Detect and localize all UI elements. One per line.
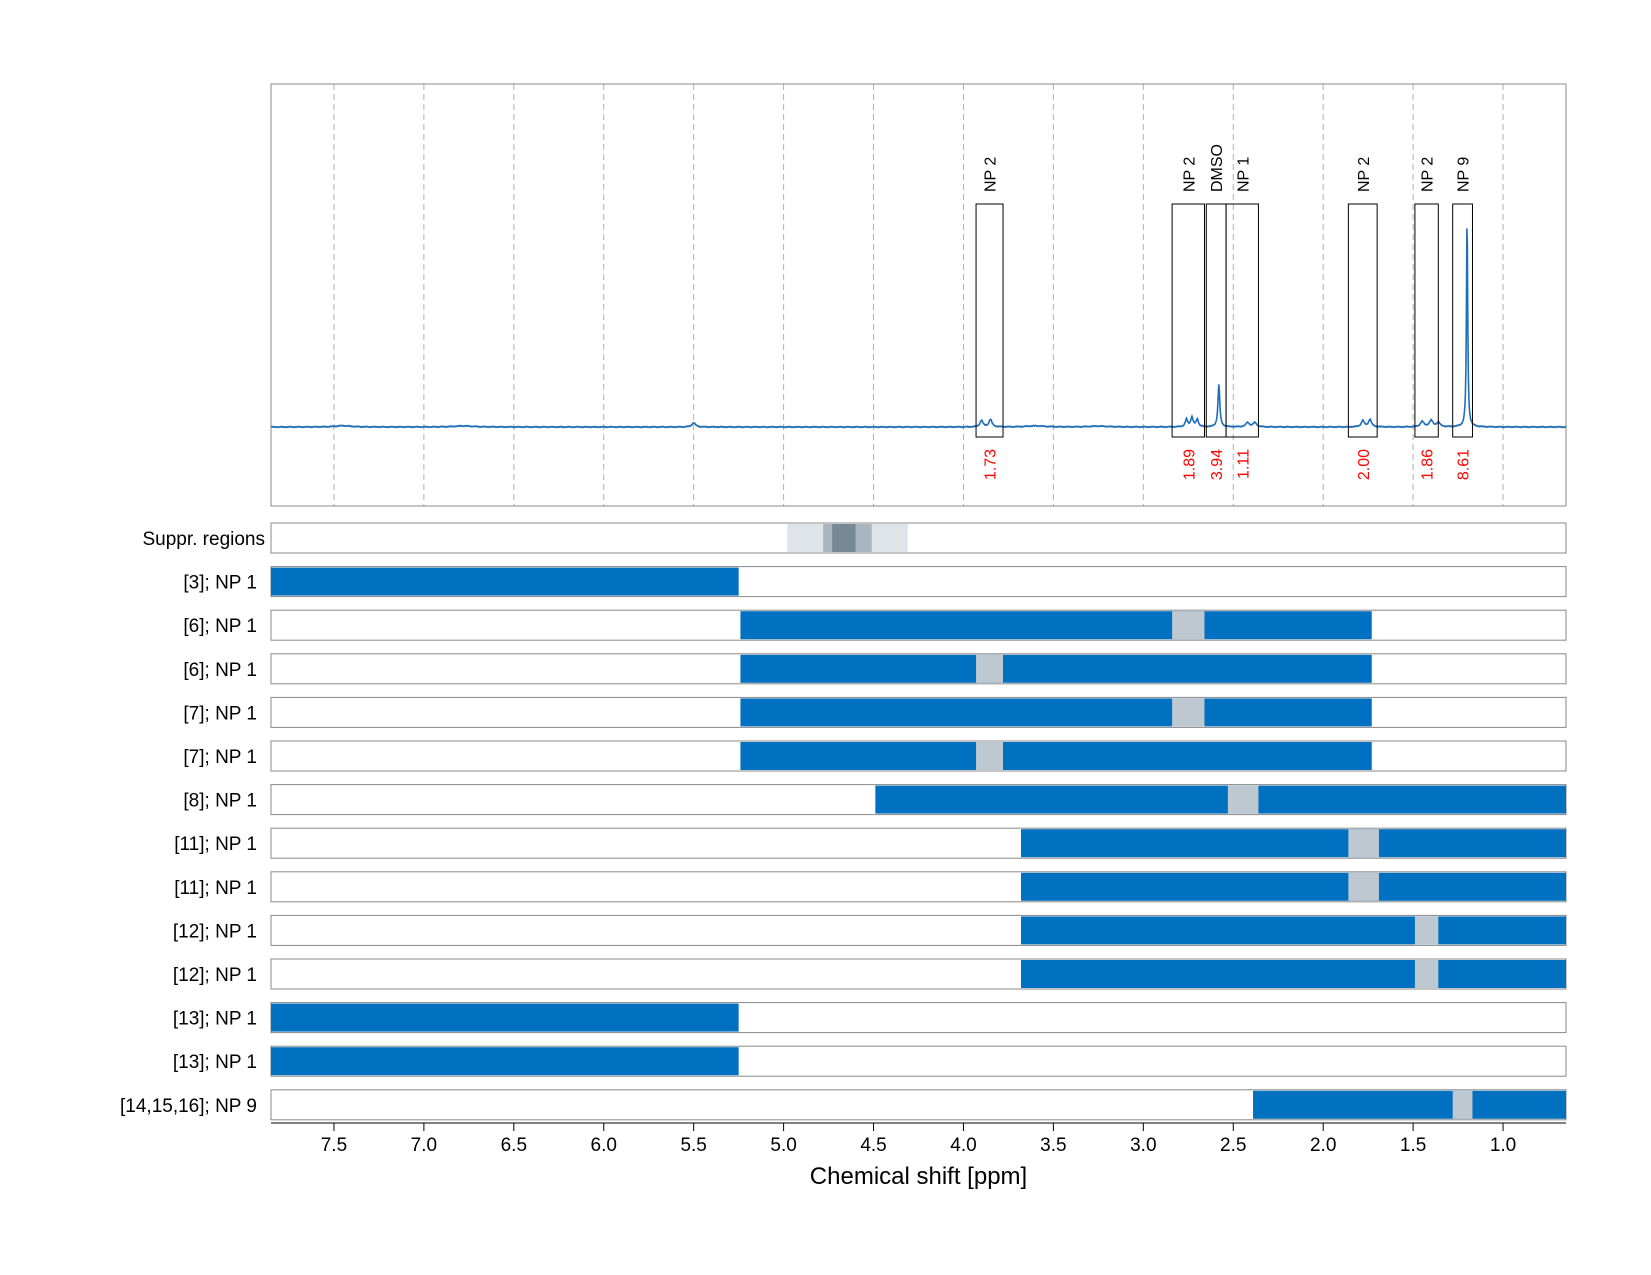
peak-region-box <box>1205 203 1227 438</box>
range-excluded-gap <box>1172 611 1205 640</box>
range-bar <box>271 1003 739 1032</box>
range-excluded-gap <box>1452 1090 1473 1119</box>
peak-region-box <box>1414 203 1439 438</box>
x-tick-label: 7.0 <box>411 1135 437 1156</box>
range-excluded-gap <box>1172 698 1205 727</box>
peak-region-box <box>1171 203 1205 438</box>
peak-integral-label: 3.94 <box>1209 449 1226 480</box>
suppr-band <box>832 524 856 552</box>
peak-region-label: NP 2 <box>1356 157 1373 192</box>
peak-integral-label: 8.61 <box>1456 449 1473 480</box>
x-tick-label: 4.5 <box>860 1135 886 1156</box>
range-bar <box>1021 829 1566 858</box>
peak-region-box <box>1225 203 1259 438</box>
range-track-label: [13]; NP 1 <box>173 1009 257 1030</box>
range-excluded-gap <box>1414 916 1439 945</box>
range-track-label: [11]; NP 1 <box>174 834 257 855</box>
suppr-regions-label: Suppr. regions <box>142 529 265 550</box>
peak-regions: NP 2 1.73 NP 2 1.89 DMSO 3.94 NP 1 1.11 NP 2 2.00… <box>975 144 1473 480</box>
peak-region-label: NP 2 <box>1181 157 1198 192</box>
range-track-label: [6]; NP 1 <box>183 660 257 681</box>
range-bar <box>740 698 1372 727</box>
peak-region-label: NP 2 <box>983 157 1000 192</box>
x-tick-label: 4.0 <box>950 1135 976 1156</box>
range-track-label: [7]; NP 1 <box>183 747 257 768</box>
range-track-label: [12]; NP 1 <box>173 965 257 986</box>
range-excluded-gap <box>976 742 1004 770</box>
peak-integral-label: 1.11 <box>1235 449 1252 479</box>
range-track-label: [8]; NP 1 <box>183 791 257 812</box>
range-track-label: [7]; NP 1 <box>183 703 257 724</box>
peak-region-box <box>975 203 1004 438</box>
range-track-label: [13]; NP 1 <box>173 1052 257 1073</box>
x-tick-label: 7.5 <box>321 1135 347 1156</box>
peak-region-label: NP 1 <box>1235 157 1252 192</box>
x-tick-label: 2.0 <box>1310 1135 1336 1156</box>
peak-region-label: NP 2 <box>1420 157 1437 192</box>
range-bar <box>271 567 739 596</box>
peak-integral-label: 1.89 <box>1181 449 1198 480</box>
spectrum-frame <box>270 83 1567 507</box>
x-axis-label: Chemical shift [ppm] <box>810 1163 1027 1190</box>
range-excluded-gap <box>976 654 1004 683</box>
range-bar <box>1021 872 1566 901</box>
spectrum-layer <box>270 228 1567 429</box>
x-tick-label: 5.5 <box>680 1135 706 1156</box>
x-tick-label: 1.0 <box>1490 1135 1516 1156</box>
x-axis: 7.5 7.0 6.5 6.0 5.5 5.0 4.5 4.0 3.5 3.0 2.5 2.0 1.5 1… <box>271 1122 1566 1156</box>
range-bar <box>1021 960 1566 988</box>
range-bar <box>740 654 1372 683</box>
x-tick-label: 3.0 <box>1130 1135 1156 1156</box>
range-bar <box>1253 1090 1566 1119</box>
x-tick-label: 1.5 <box>1400 1135 1426 1156</box>
peak-integral-label: 1.86 <box>1420 449 1437 480</box>
peak-region-label: DMSO <box>1209 144 1226 192</box>
range-track-label: [14,15,16]; NP 9 <box>120 1096 257 1117</box>
range-excluded-gap <box>1348 829 1379 858</box>
range-bar <box>740 611 1372 640</box>
x-tick-label: 6.5 <box>501 1135 527 1156</box>
range-tracks: [3]; NP 1 [6]; NP 1 [6]; NP 1 [7]; NP 1 [7];… <box>120 566 1567 1121</box>
range-excluded-gap <box>1348 872 1379 901</box>
range-track-label: [3]; NP 1 <box>183 573 257 594</box>
peak-integral-label: 1.73 <box>983 449 1000 480</box>
range-bar <box>1021 916 1566 945</box>
x-tick-label: 6.0 <box>591 1135 617 1156</box>
range-excluded-gap <box>1414 960 1439 988</box>
grid-lines <box>333 84 1504 506</box>
peak-integral-label: 2.00 <box>1356 449 1373 480</box>
x-tick-label: 3.5 <box>1040 1135 1066 1156</box>
peak-region-box <box>1452 203 1473 438</box>
peak-region-label: NP 9 <box>1456 157 1473 192</box>
spectrum-line <box>270 228 1567 429</box>
range-excluded-gap <box>1227 785 1259 814</box>
range-bar <box>740 742 1372 770</box>
suppr-regions-track: Suppr. regions <box>142 522 1567 554</box>
range-bar <box>271 1047 739 1076</box>
x-tick-label: 5.0 <box>770 1135 796 1156</box>
range-track-label: [6]; NP 1 <box>183 616 257 637</box>
x-tick-label: 2.5 <box>1220 1135 1246 1156</box>
range-track-label: [11]; NP 1 <box>174 878 257 899</box>
peak-region-box <box>1347 203 1378 438</box>
range-track-label: [12]; NP 1 <box>173 921 257 942</box>
suppr-track-frame <box>270 522 1567 554</box>
range-bar <box>875 785 1566 814</box>
